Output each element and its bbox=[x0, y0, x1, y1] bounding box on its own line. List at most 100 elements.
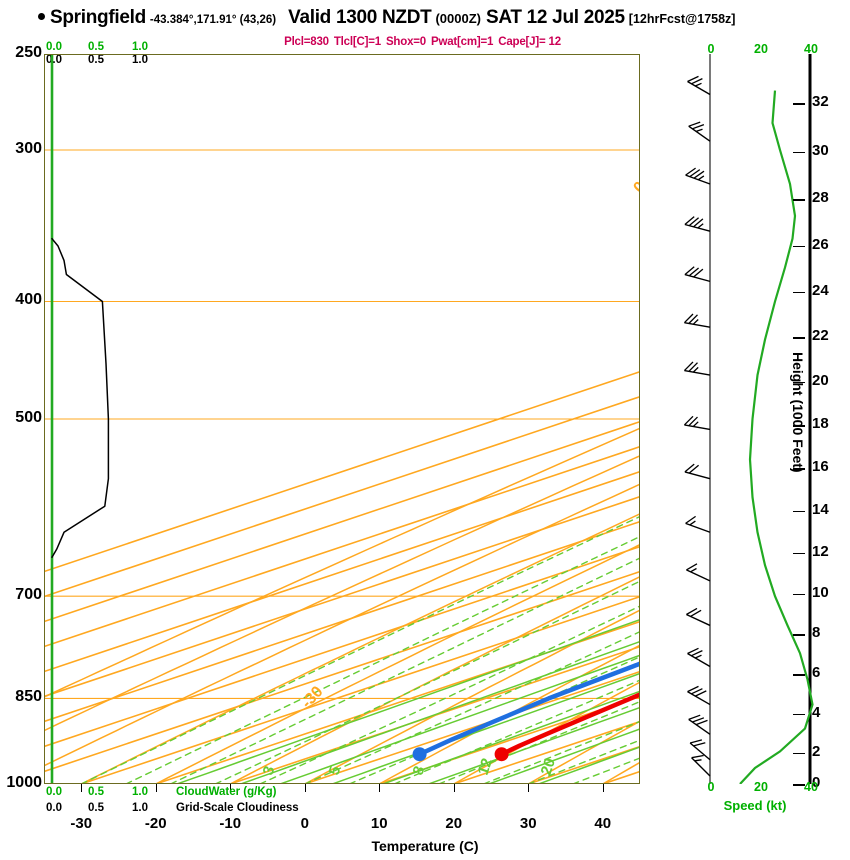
saturated-adiabat--30 bbox=[80, 515, 640, 784]
wind-barb-955 bbox=[689, 739, 711, 761]
pressure-tick-400: 400 bbox=[15, 291, 42, 309]
mixing-ratio-8 bbox=[382, 690, 640, 784]
isotherm--70 bbox=[44, 495, 640, 698]
cloudwater-legend-label: CloudWater (g/Kg) bbox=[176, 786, 277, 798]
height-tickmark-22 bbox=[793, 337, 805, 339]
height-tickmark-16 bbox=[793, 468, 805, 470]
wind-barb-680 bbox=[686, 563, 711, 582]
valid-time: Valid 1300 NZDT bbox=[288, 7, 432, 28]
temperature-tick-30: 30 bbox=[519, 815, 537, 832]
pressure-tick-500: 500 bbox=[15, 409, 42, 426]
height-tickmark-26 bbox=[793, 245, 805, 248]
forecast-tag: [12hrFcst@1758z] bbox=[628, 12, 736, 26]
param-cape: Cape[J]= 12 bbox=[498, 36, 561, 48]
pressure-tick-300: 300 bbox=[15, 140, 42, 157]
mixing-ratio-2 bbox=[240, 640, 640, 784]
pressure-tick-1000: 1000 bbox=[6, 774, 42, 791]
height-tick-24: 24 bbox=[812, 281, 829, 299]
wind-barb-800 bbox=[687, 647, 711, 668]
valid-date: SAT 12 Jul 2025 bbox=[486, 7, 625, 28]
isotherm--30 bbox=[80, 595, 640, 784]
wind-panel-svg bbox=[683, 54, 814, 784]
wind-barb-350 bbox=[684, 216, 711, 232]
dewpoint-profile bbox=[417, 661, 640, 757]
wind-barb-270 bbox=[687, 75, 711, 96]
dry-adiabat-20 bbox=[453, 681, 640, 784]
height-tick-30: 30 bbox=[812, 141, 829, 159]
height-tick-10: 10 bbox=[812, 583, 829, 601]
height-tick-28: 28 bbox=[812, 189, 829, 207]
skewt-plot-area: 100-10-20-3001020303581220 bbox=[44, 54, 640, 784]
wind-barb-460 bbox=[683, 361, 711, 376]
temperature-profile bbox=[499, 692, 640, 757]
wind-barb-420 bbox=[683, 313, 711, 328]
mixing-ratio-30 bbox=[537, 746, 640, 784]
cw-bot-0: 0.0 bbox=[46, 786, 62, 798]
gsc-bot-1: 0.5 bbox=[88, 802, 104, 814]
gsc-top-0: 0.0 bbox=[46, 54, 62, 66]
height-tickmark-32 bbox=[793, 103, 805, 105]
cloudiness-legend-label: Grid-Scale Cloudiness bbox=[176, 802, 299, 814]
wind-speed-profile bbox=[739, 90, 814, 784]
isotherm--120 bbox=[44, 370, 640, 573]
height-tickmark-14 bbox=[793, 510, 805, 513]
speed-tick-bottom-20: 20 bbox=[754, 780, 768, 794]
station-name: Springfield bbox=[50, 7, 146, 28]
height-tickmark-30 bbox=[793, 151, 805, 154]
wind-barb-740 bbox=[686, 607, 711, 627]
isotherm-label-left--30: -30 bbox=[298, 683, 326, 712]
cw-top-0: 0.0 bbox=[46, 41, 62, 53]
height-tick-8: 8 bbox=[812, 624, 821, 642]
height-tick-6: 6 bbox=[812, 664, 821, 682]
grid-scale-cloudiness-profile bbox=[51, 237, 110, 558]
dry-adiabat--20 bbox=[155, 543, 640, 784]
surface-temperature-dot bbox=[494, 747, 509, 762]
height-tickmark-24 bbox=[793, 291, 805, 294]
param-shox: Shox=0 bbox=[385, 36, 426, 48]
speed-tick-top-0: 0 bbox=[707, 42, 715, 56]
dry-adiabat--40 bbox=[44, 483, 640, 767]
cw-top-2: 1.0 bbox=[132, 41, 148, 53]
wind-barb-510 bbox=[683, 415, 711, 431]
mixing-ratio-3 bbox=[279, 654, 640, 784]
figure-header: Springfield -43.384°,171.91° (43,26) Valid… bbox=[0, 0, 850, 36]
height-tick-16: 16 bbox=[812, 458, 829, 476]
mixing-ratio-label-8: 8 bbox=[410, 764, 429, 777]
gsc-top-1: 0.5 bbox=[88, 54, 104, 66]
wind-barb-985 bbox=[691, 754, 711, 777]
temperature-tick-20: 20 bbox=[445, 815, 463, 832]
temperature-tick--30: -30 bbox=[70, 815, 93, 832]
wind-barb-860 bbox=[687, 685, 711, 706]
speed-axis-title: Speed (kt) bbox=[723, 798, 787, 813]
pressure-tick-850: 850 bbox=[15, 688, 42, 706]
wind-barb-560 bbox=[684, 463, 711, 480]
isotherm--40 bbox=[44, 570, 640, 773]
dry-adiabat-0 bbox=[304, 609, 640, 784]
temperature-tickmark--20 bbox=[155, 784, 157, 792]
cw-bot-2: 1.0 bbox=[132, 786, 148, 798]
height-tick-14: 14 bbox=[812, 500, 829, 518]
isotherm--80 bbox=[44, 470, 640, 673]
speed-tick-top-20: 20 bbox=[754, 42, 768, 56]
valid-time-utc: (0000Z) bbox=[435, 11, 481, 26]
temperature-axis-title: Temperature (C) bbox=[371, 838, 479, 854]
saturated-adiabat-12 bbox=[393, 679, 640, 784]
isotherm--10 bbox=[229, 645, 640, 784]
dry-adiabat--10 bbox=[229, 575, 640, 784]
temperature-tickmark-40 bbox=[602, 784, 604, 792]
height-tick-22: 22 bbox=[812, 327, 829, 345]
temperature-tickmark-30 bbox=[528, 784, 530, 792]
mixing-ratio-label-12: 12 bbox=[475, 756, 496, 777]
temperature-tick-10: 10 bbox=[370, 815, 388, 832]
height-tickmark-20 bbox=[793, 381, 805, 383]
dry-adiabat--50 bbox=[44, 454, 640, 732]
height-tick-32: 32 bbox=[812, 93, 829, 111]
height-tick-0: 0 bbox=[812, 774, 821, 791]
saturated-adiabat--12 bbox=[214, 580, 640, 784]
param-tlcl: Tlcl[C]=1 bbox=[333, 36, 381, 48]
height-tickmark-28 bbox=[793, 199, 805, 201]
height-tickmark-6 bbox=[793, 674, 805, 676]
speed-tick-bottom-40: 40 bbox=[804, 780, 818, 794]
height-tick-2: 2 bbox=[812, 742, 821, 760]
